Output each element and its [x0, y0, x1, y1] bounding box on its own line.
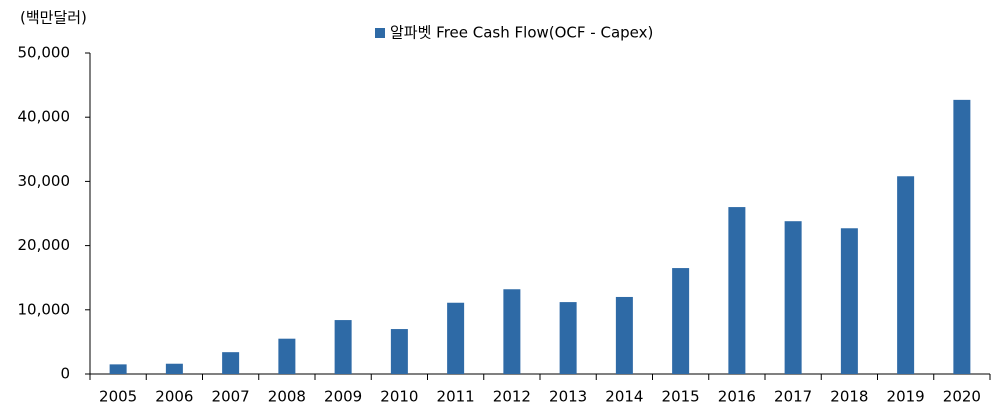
- legend-swatch: [375, 28, 385, 38]
- x-tick-label: 2013: [549, 388, 587, 406]
- x-tick-label: 2020: [943, 388, 981, 406]
- bar: [334, 320, 352, 374]
- x-tick-label: 2008: [268, 388, 306, 406]
- bar: [109, 364, 127, 374]
- x-tick-label: 2007: [212, 388, 250, 406]
- x-tick-label: 2012: [493, 388, 531, 406]
- bar: [390, 329, 408, 374]
- bar: [897, 176, 915, 374]
- bar: [165, 363, 183, 374]
- bar: [784, 221, 802, 374]
- y-tick-label: 0: [60, 365, 70, 383]
- x-tick-label: 2014: [605, 388, 643, 406]
- bar: [840, 228, 858, 374]
- x-tick-label: 2019: [887, 388, 925, 406]
- bar: [447, 302, 465, 374]
- bar: [503, 289, 521, 374]
- bar: [728, 207, 746, 374]
- x-tick-label: 2018: [830, 388, 868, 406]
- y-axis-unit: (백만달러): [20, 9, 87, 27]
- x-tick-label: 2009: [324, 388, 362, 406]
- x-tick-label: 2017: [774, 388, 812, 406]
- x-tick-label: 2006: [155, 388, 193, 406]
- x-tick-label: 2011: [437, 388, 475, 406]
- x-tick-label: 2016: [718, 388, 756, 406]
- x-tick-label: 2015: [662, 388, 700, 406]
- y-tick-label: 50,000: [18, 44, 71, 62]
- y-tick-label: 40,000: [18, 108, 71, 126]
- bar: [953, 99, 971, 374]
- y-tick-label: 10,000: [18, 300, 71, 318]
- bar: [278, 338, 296, 374]
- y-tick-label: 20,000: [18, 236, 71, 254]
- y-tick-label: 30,000: [18, 172, 71, 190]
- bar: [615, 296, 633, 374]
- x-tick-label: 2005: [99, 388, 137, 406]
- bar: [559, 302, 577, 374]
- bar: [672, 268, 690, 374]
- bar: [222, 352, 240, 374]
- x-tick-label: 2010: [380, 388, 418, 406]
- legend-label: 알파벳 Free Cash Flow(OCF - Capex): [390, 24, 653, 42]
